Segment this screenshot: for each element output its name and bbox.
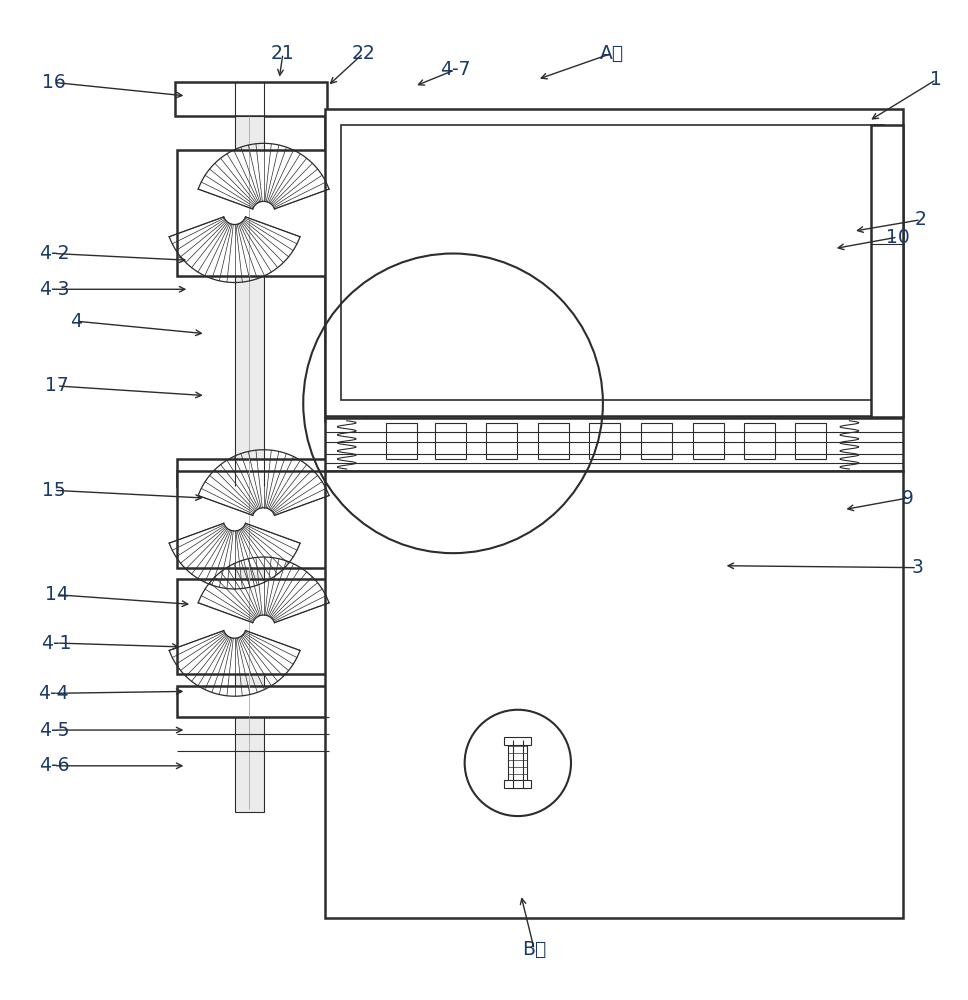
Bar bbox=[504, 737, 531, 745]
Text: 17: 17 bbox=[45, 376, 69, 395]
Text: 2: 2 bbox=[915, 210, 926, 229]
Text: 15: 15 bbox=[42, 481, 66, 500]
Bar bbox=[174, 82, 327, 116]
Bar bbox=[324, 471, 902, 918]
Text: 4-5: 4-5 bbox=[39, 721, 69, 740]
Bar bbox=[176, 579, 329, 674]
Text: 4-2: 4-2 bbox=[39, 244, 69, 263]
Text: 9: 9 bbox=[901, 489, 914, 508]
Bar bbox=[744, 423, 775, 459]
Text: 21: 21 bbox=[271, 44, 295, 63]
Bar bbox=[176, 686, 329, 717]
Bar bbox=[341, 125, 884, 400]
Bar bbox=[386, 423, 417, 459]
Bar bbox=[796, 423, 826, 459]
Bar bbox=[508, 740, 528, 788]
Bar bbox=[176, 471, 329, 568]
Text: B部: B部 bbox=[522, 940, 546, 959]
Text: 14: 14 bbox=[45, 585, 69, 604]
Text: 1: 1 bbox=[930, 70, 942, 89]
Text: 16: 16 bbox=[42, 73, 66, 92]
Bar bbox=[176, 459, 329, 486]
Text: 4-1: 4-1 bbox=[42, 634, 72, 653]
Bar bbox=[176, 150, 329, 276]
Bar bbox=[324, 109, 902, 416]
Bar bbox=[870, 125, 902, 417]
Bar bbox=[324, 418, 902, 471]
Bar bbox=[693, 423, 724, 459]
Text: 3: 3 bbox=[911, 558, 923, 577]
Bar bbox=[234, 116, 263, 812]
Text: 4: 4 bbox=[70, 312, 82, 331]
Bar bbox=[324, 116, 365, 421]
Text: 22: 22 bbox=[351, 44, 375, 63]
Text: A部: A部 bbox=[599, 44, 623, 63]
Text: 4-7: 4-7 bbox=[439, 60, 470, 79]
Text: 4-3: 4-3 bbox=[39, 280, 69, 299]
Bar bbox=[590, 423, 620, 459]
Text: 4-4: 4-4 bbox=[39, 684, 69, 703]
Text: 10: 10 bbox=[886, 228, 910, 247]
Bar bbox=[641, 423, 672, 459]
Bar bbox=[538, 423, 569, 459]
Bar bbox=[435, 423, 466, 459]
Text: 4-6: 4-6 bbox=[39, 756, 69, 775]
Bar bbox=[486, 423, 517, 459]
Bar bbox=[504, 780, 531, 788]
